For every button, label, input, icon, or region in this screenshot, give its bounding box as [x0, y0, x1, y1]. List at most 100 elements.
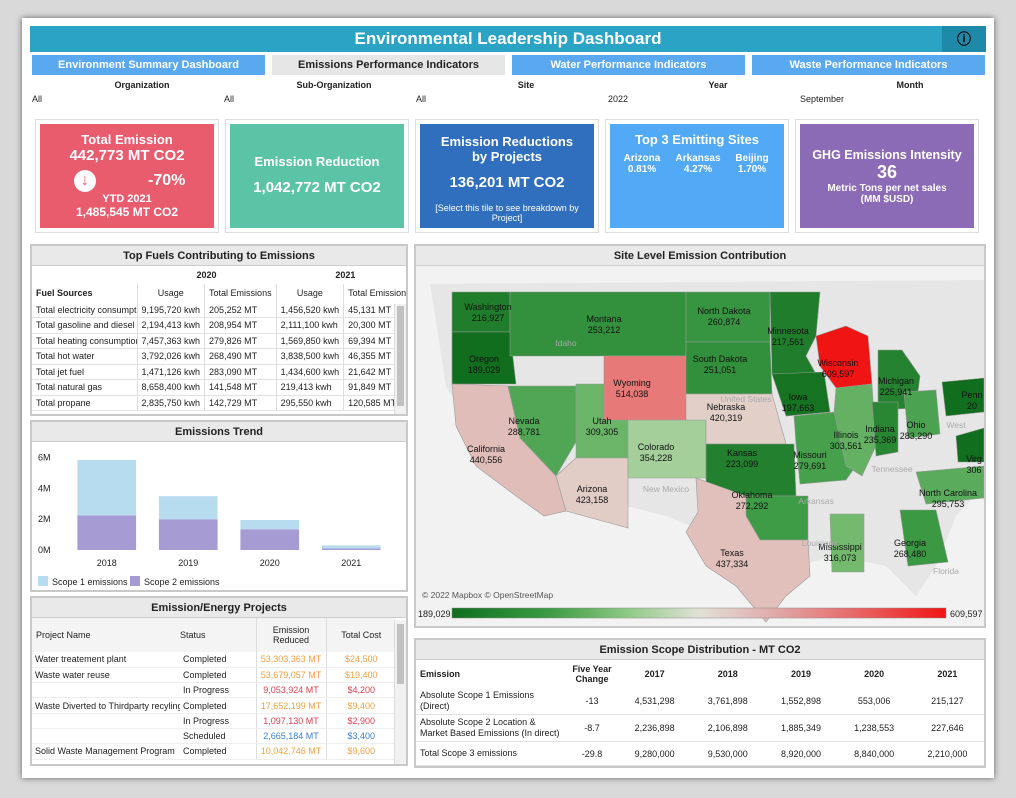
- table-row[interactable]: Scheduled 2,665,184 MT $3,400: [32, 728, 396, 745]
- state-value: 216,927: [472, 313, 505, 323]
- projects-scrollbar[interactable]: [394, 620, 406, 764]
- scroll-thumb[interactable]: [397, 306, 404, 406]
- kpi-top3-sites[interactable]: Top 3 Emitting Sites Arizona 0.81% Arkans…: [605, 119, 789, 233]
- table-row[interactable]: In Progress 9,053,924 MT $4,200: [32, 682, 396, 699]
- top-site-name: Beijing: [735, 153, 769, 164]
- state-value: 514,038: [616, 389, 649, 399]
- filter-value[interactable]: September: [800, 94, 845, 104]
- kpi-title: Top 3 Emitting Sites: [635, 132, 759, 147]
- col-header: 2017: [644, 669, 665, 679]
- bar-scope-2-emissions[interactable]: [321, 548, 381, 550]
- filter-value[interactable]: All: [416, 94, 427, 104]
- table-cell: 4,531,298: [618, 688, 692, 715]
- legend-min: 189,029: [418, 609, 451, 619]
- legend-label: Scope 2 emissions: [144, 577, 220, 587]
- state-oregon[interactable]: [451, 331, 517, 385]
- panel-title: Emission Scope Distribution - MT CO2: [416, 640, 984, 660]
- table-row[interactable]: Waste Diverted to Thirdparty recyling Com…: [32, 697, 396, 714]
- state-mississippi[interactable]: [829, 513, 865, 573]
- bar-scope-2-emissions[interactable]: [158, 519, 218, 550]
- kpi-value: 1,042,772 MT CO2: [253, 179, 381, 196]
- bar-scope-1-emissions[interactable]: [77, 460, 137, 516]
- kpi-ytd-label: YTD 2021: [102, 193, 152, 205]
- kpi-emission-reduction[interactable]: Emission Reduction 1,042,772 MT CO2: [225, 119, 409, 233]
- state-georgia[interactable]: [899, 509, 949, 567]
- table-cell: 3,761,898: [691, 688, 765, 715]
- map-place-label: Idaho: [555, 338, 577, 348]
- state-arizona[interactable]: [555, 457, 629, 529]
- state-montana[interactable]: [509, 291, 687, 357]
- state-wyoming[interactable]: [603, 355, 687, 421]
- state-texas[interactable]: [685, 477, 811, 623]
- table-cell: Total gasoline and diesel: [32, 317, 137, 334]
- fuels-scrollbar[interactable]: [394, 304, 406, 414]
- table-cell: 8,658,400 kwh: [136, 379, 205, 396]
- state-illinois[interactable]: [833, 383, 877, 477]
- panel-top-fuels: Top Fuels Contributing to Emissions 2020…: [30, 244, 408, 416]
- fuels-table: 2020 2021 Fuel Sources Usage Total Emissi…: [32, 266, 406, 411]
- table-row[interactable]: Total natural gas 8,658,400 kwh 141,548 MT…: [32, 379, 406, 396]
- info-button[interactable]: ⓘ: [942, 26, 986, 52]
- table-row[interactable]: Water treatement plant Completed 53,303,36…: [32, 652, 396, 668]
- kpi-total-emission[interactable]: Total Emission 442,773 MT CO2 ↓ -70% YTD…: [35, 119, 219, 233]
- kpi-change: -70%: [148, 172, 186, 189]
- table-row[interactable]: Total hot water 3,792,026 kwh 268,490 MT 3,…: [32, 348, 406, 365]
- filter-value[interactable]: All: [32, 94, 43, 104]
- state-value: 609,597: [822, 369, 855, 379]
- table-row[interactable]: Waste water reuse Completed 53,679,057 MT $…: [32, 667, 396, 684]
- legend-swatch: [38, 576, 48, 586]
- tab-environment-summary[interactable]: Environment Summary Dashboard: [32, 55, 265, 75]
- map-place-label: United States: [720, 394, 771, 404]
- table-row[interactable]: Solid Waste Management Program Completed 1…: [32, 743, 396, 760]
- table-cell: Absolute Scope 2 Location & Market Based…: [416, 714, 566, 742]
- bar-scope-1-emissions[interactable]: [321, 545, 381, 549]
- map-place-label: New Mexico: [643, 484, 690, 494]
- state-north-carolina[interactable]: [915, 465, 984, 505]
- y-tick-label: 4M: [38, 483, 51, 493]
- filter-value[interactable]: 2022: [608, 94, 629, 104]
- table-cell: 2,665,184 MT: [255, 728, 326, 745]
- table-row[interactable]: Total Scope 3 emissions -29.8 9,280,000 9,5…: [416, 741, 984, 766]
- table-row[interactable]: Total jet fuel 1,471,126 kwh 283,090 MT 1,4…: [32, 364, 406, 380]
- state-iowa[interactable]: [771, 371, 831, 417]
- table-cell: Waste water reuse: [32, 667, 180, 684]
- table-cell: -29.8: [566, 741, 618, 766]
- filter-value[interactable]: All: [224, 94, 235, 104]
- state-value: 20: [967, 401, 977, 411]
- state-value: 279,691: [794, 461, 827, 471]
- state-value: 283,290: [900, 431, 933, 441]
- table-row[interactable]: Total propane 2,835,750 kwh 142,729 MT 295,…: [32, 395, 406, 411]
- state-nevada[interactable]: [507, 385, 577, 477]
- top-site-name: Arkansas: [675, 153, 721, 164]
- table-cell: $24,500: [325, 652, 396, 668]
- table-cell: Total heating consumption: [32, 333, 137, 349]
- state-ohio[interactable]: [903, 389, 941, 439]
- table-cell: 141,548 MT: [204, 379, 277, 396]
- table-cell: 283,090 MT: [204, 364, 277, 380]
- bar-scope-1-emissions[interactable]: [158, 496, 218, 520]
- kpi-ghg-intensity[interactable]: GHG Emissions Intensity 36 Metric Tons p…: [795, 119, 979, 233]
- bar-scope-2-emissions[interactable]: [240, 529, 300, 550]
- kpi-reductions-by-projects[interactable]: Emission Reductions by Projects 136,201 …: [415, 119, 599, 233]
- table-row[interactable]: Total heating consumption 7,457,363 kwh 27…: [32, 333, 406, 349]
- bar-scope-1-emissions[interactable]: [240, 520, 300, 530]
- table-row[interactable]: Total gasoline and diesel 2,194,413 kwh 20…: [32, 317, 406, 334]
- scroll-thumb[interactable]: [397, 624, 404, 684]
- y-tick-label: 6M: [38, 453, 51, 463]
- table-cell: Scheduled: [180, 728, 256, 745]
- tab-water-performance[interactable]: Water Performance Indicators: [512, 55, 745, 75]
- state-virg[interactable]: [955, 427, 984, 463]
- table-row[interactable]: Absolute Scope 2 Location & Market Based…: [416, 714, 984, 742]
- state-washington[interactable]: [451, 291, 511, 333]
- bar-scope-2-emissions[interactable]: [77, 515, 137, 550]
- state-penn[interactable]: [941, 377, 984, 417]
- site-emission-map[interactable]: Washington216,927Oregon189,029California…: [416, 266, 984, 626]
- table-row[interactable]: Absolute Scope 1 Emissions (Direct) -13 4,…: [416, 688, 984, 715]
- table-row[interactable]: Total electricity consumpti.. 9,195,720 k…: [32, 302, 406, 318]
- tab-waste-performance[interactable]: Waste Performance Indicators: [752, 55, 985, 75]
- state-indiana[interactable]: [871, 401, 899, 457]
- table-row[interactable]: In Progress 1,097,130 MT $2,900: [32, 713, 396, 729]
- panel-emissions-trend: Emissions Trend 0M 2M 4M 6M 2018 2019 2020 2021…: [30, 420, 408, 592]
- col-header: Project Name: [36, 630, 91, 640]
- tab-emissions-performance[interactable]: Emissions Performance Indicators: [272, 55, 505, 75]
